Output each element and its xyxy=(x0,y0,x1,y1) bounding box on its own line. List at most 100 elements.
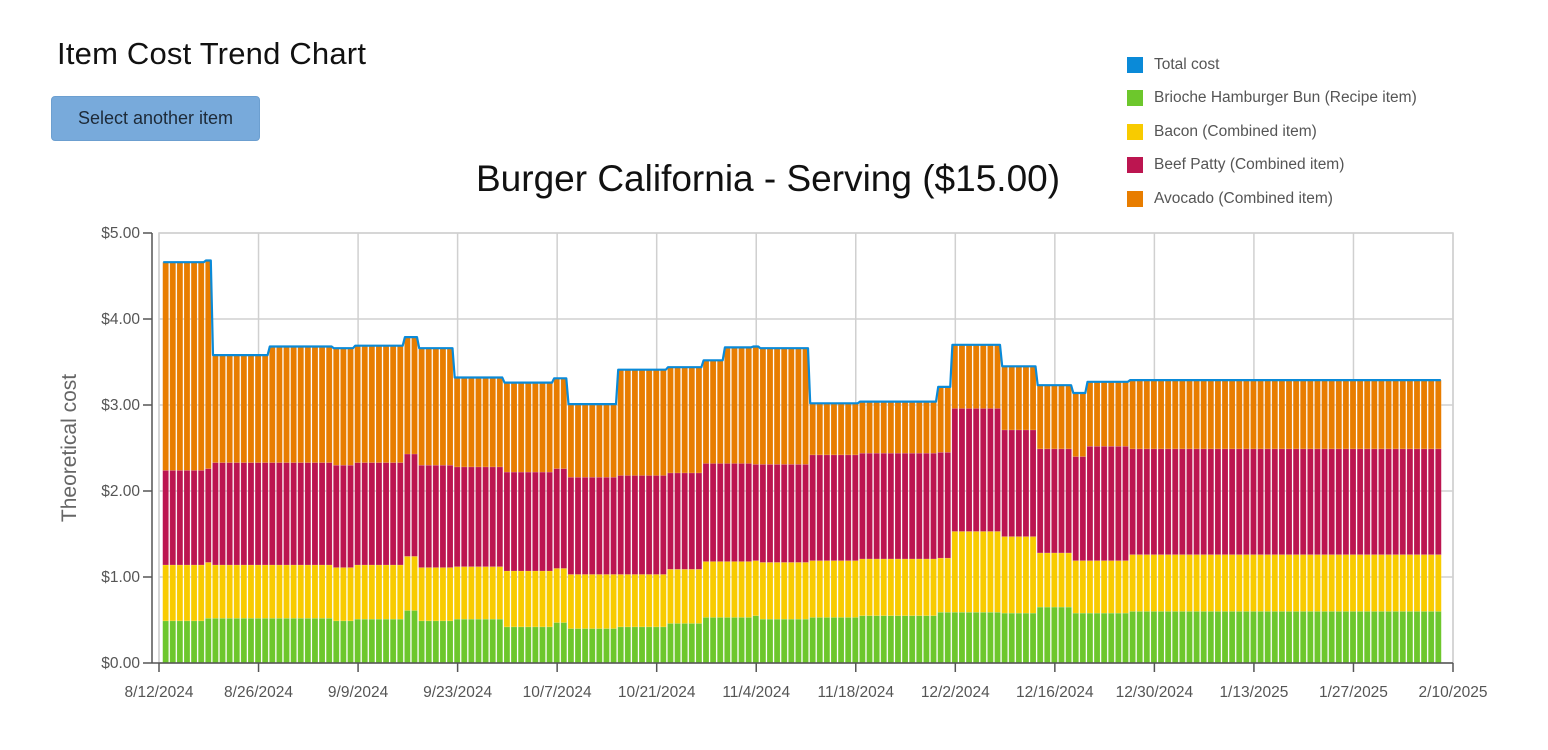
legend-swatch-icon xyxy=(1127,90,1143,107)
bar-segment-bacon xyxy=(702,561,710,618)
bar-segment-bacon xyxy=(276,564,283,619)
bar-segment-beef-patty xyxy=(716,463,724,562)
bar xyxy=(1036,384,1044,664)
bar-segment-bun xyxy=(1307,611,1314,664)
bar-segment-bun xyxy=(987,611,994,664)
bar xyxy=(937,386,944,664)
bar-segment-beef-patty xyxy=(660,475,667,575)
bar-segment-bun xyxy=(937,611,944,664)
bar xyxy=(759,347,767,664)
bar-segment-bacon xyxy=(773,562,781,620)
bar-segment-avocado xyxy=(411,336,418,455)
bar-segment-bacon xyxy=(1392,554,1399,612)
bar xyxy=(340,347,347,664)
x-tick-label: 1/27/2025 xyxy=(1319,684,1388,701)
bar-segment-bun xyxy=(766,618,774,664)
bar-segment-bun xyxy=(382,618,390,664)
bar-segment-avocado xyxy=(1136,379,1143,450)
bar-segment-beef-patty xyxy=(638,475,646,575)
bar-segment-bun xyxy=(908,615,916,664)
bar-segment-beef-patty xyxy=(937,451,944,559)
bar-segment-bun xyxy=(219,617,226,664)
bar-segment-bacon xyxy=(325,564,333,619)
bar-segment-bun xyxy=(354,618,361,664)
bar-segment-avocado xyxy=(1157,379,1165,450)
bar-segment-bun xyxy=(183,620,191,664)
bar-segment-beef-patty xyxy=(304,462,312,566)
bar-segment-bacon xyxy=(837,560,845,618)
bar-segment-avocado xyxy=(752,346,760,465)
bar xyxy=(1136,379,1143,664)
bar-segment-avocado xyxy=(1022,365,1030,431)
bar xyxy=(1335,379,1343,664)
bar xyxy=(1086,381,1094,664)
select-another-item-button[interactable]: Select another item xyxy=(51,96,260,141)
bar-segment-beef-patty xyxy=(1143,448,1151,555)
bar-segment-avocado xyxy=(354,345,361,463)
bar xyxy=(1200,379,1207,664)
bar xyxy=(1356,379,1364,664)
legend-item-beef-patty[interactable]: Beef Patty (Combined item) xyxy=(1127,149,1417,183)
bar-segment-beef-patty xyxy=(1264,448,1271,555)
bar-segment-beef-patty xyxy=(347,464,354,568)
bar-segment-avocado xyxy=(197,261,205,471)
bar xyxy=(1321,379,1328,664)
bar-segment-bun xyxy=(745,617,752,664)
legend-label: Total cost xyxy=(1154,55,1220,73)
bar-segment-avocado xyxy=(546,382,553,473)
bar xyxy=(503,382,511,664)
bar-segment-bun xyxy=(1292,611,1300,664)
bar-segment-avocado xyxy=(347,347,354,466)
bar-segment-bun xyxy=(1250,611,1257,664)
bar-segment-bacon xyxy=(1186,554,1193,612)
bar-segment-bacon xyxy=(1356,554,1364,612)
bar xyxy=(1157,379,1165,664)
legend-item-avocado[interactable]: Avocado (Combined item) xyxy=(1127,182,1417,216)
bar xyxy=(375,345,383,664)
bar-segment-bun xyxy=(1100,612,1108,664)
bar-segment-bacon xyxy=(802,562,809,620)
bar xyxy=(745,347,752,664)
bar-segment-bun xyxy=(674,623,681,664)
bar-segment-bacon xyxy=(667,568,674,624)
bar-segment-bun xyxy=(1363,611,1371,664)
bar xyxy=(1363,379,1371,664)
bar-segment-avocado xyxy=(176,261,184,471)
bar xyxy=(773,347,781,664)
bar-segment-beef-patty xyxy=(1335,448,1343,555)
page-title: Item Cost Trend Chart xyxy=(57,36,367,71)
bar-segment-beef-patty xyxy=(759,464,767,563)
bar-segment-bacon xyxy=(397,564,404,620)
bar-segment-avocado xyxy=(610,403,617,478)
bar-segment-bacon xyxy=(247,564,255,619)
legend-item-bun[interactable]: Brioche Hamburger Bun (Recipe item) xyxy=(1127,82,1417,116)
bar-segment-avocado xyxy=(716,359,724,464)
bar-segment-beef-patty xyxy=(1363,448,1371,555)
bar-segment-beef-patty xyxy=(1371,448,1378,555)
bar-segment-avocado xyxy=(247,354,255,463)
bar xyxy=(944,386,951,664)
bar xyxy=(1413,379,1421,664)
legend-item-total-cost[interactable]: Total cost xyxy=(1127,48,1417,82)
legend-swatch-icon xyxy=(1127,157,1143,174)
bar xyxy=(560,378,568,664)
bar xyxy=(951,344,959,664)
bar-segment-bacon xyxy=(759,562,767,620)
bar-segment-beef-patty xyxy=(1250,448,1257,555)
legend-item-bacon[interactable]: Bacon (Combined item) xyxy=(1127,115,1417,149)
bar xyxy=(994,344,1001,664)
bar-segment-bun xyxy=(930,615,937,664)
bar-segment-avocado xyxy=(389,345,397,463)
y-axis-title: Theoretical cost xyxy=(58,374,81,522)
bar-segment-avocado xyxy=(1079,392,1087,457)
bar-segment-bacon xyxy=(368,564,376,620)
bar-segment-bun xyxy=(837,617,845,664)
bar-segment-bacon xyxy=(923,558,930,617)
bar xyxy=(205,260,212,664)
y-tick-label: $0.00 xyxy=(101,655,140,672)
bar-segment-bun xyxy=(958,611,966,664)
bar-segment-bun xyxy=(176,620,184,664)
bar-segment-bun xyxy=(1271,611,1279,664)
bar-segment-beef-patty xyxy=(1427,448,1435,555)
bar-segment-beef-patty xyxy=(1307,448,1314,555)
